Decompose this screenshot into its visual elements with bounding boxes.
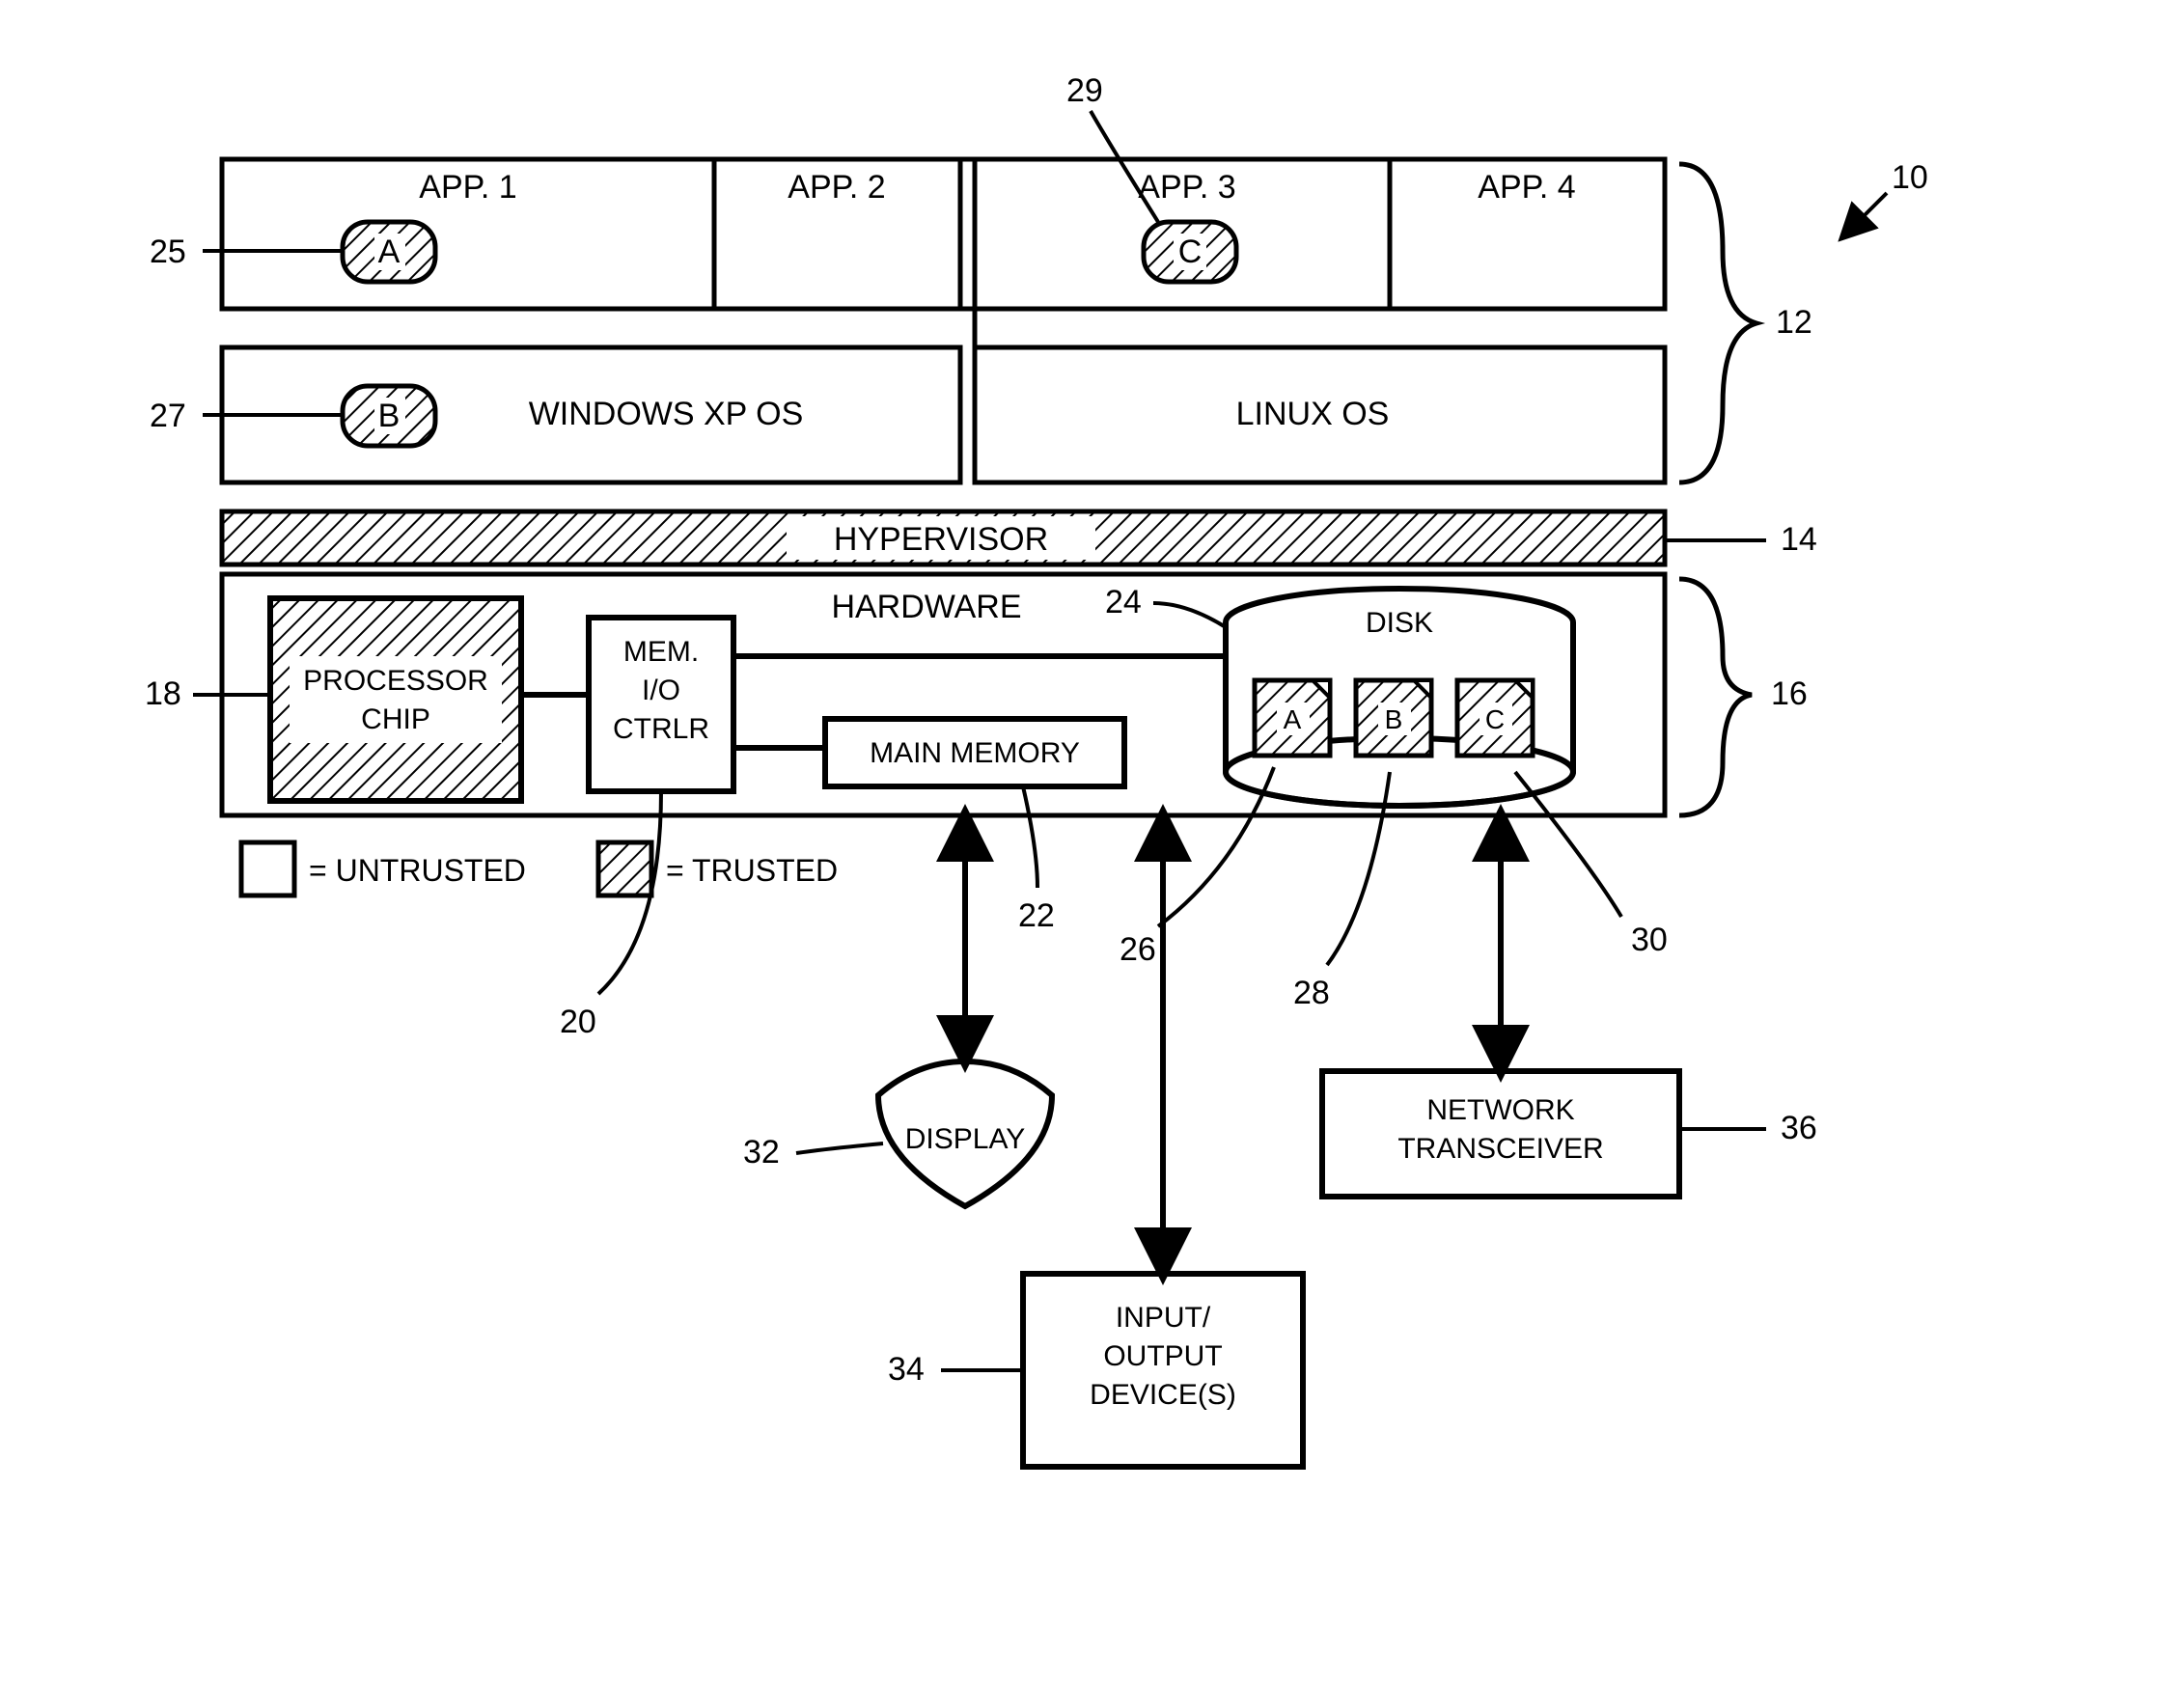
svg-text:25: 25 [150,234,186,270]
svg-text:OUTPUT: OUTPUT [1103,1340,1222,1372]
pill-a: A [343,222,435,282]
svg-text:32: 32 [743,1134,780,1171]
app1-label: APP. 1 [419,169,516,206]
svg-text:12: 12 [1776,304,1812,341]
svg-text:C: C [1178,234,1203,270]
app3-label: APP. 3 [1138,169,1235,206]
app2-label: APP. 2 [788,169,885,206]
legend-trusted-swatch [598,842,651,895]
svg-text:CHIP: CHIP [361,703,430,735]
svg-text:29: 29 [1066,72,1103,109]
svg-text:C: C [1485,704,1505,734]
svg-text:34: 34 [888,1351,925,1388]
svg-text:HYPERVISOR: HYPERVISOR [834,521,1048,558]
architecture-diagram: APP. 1 A APP. 2 APP. 3 C APP. 4 WINDOWS … [0,0,2157,1708]
svg-text:CTRLR: CTRLR [613,713,709,745]
hypervisor-box: HYPERVISOR [222,511,1665,565]
svg-text:27: 27 [150,398,186,434]
svg-text:20: 20 [560,1004,596,1040]
svg-text:B: B [378,398,401,434]
disk-file-b: B [1356,680,1431,756]
hardware-label: HARDWARE [831,589,1021,625]
legend-untrusted-swatch [241,842,294,895]
pill-b: B [343,386,435,446]
svg-text:INPUT/: INPUT/ [1116,1302,1211,1334]
network-block: NETWORK TRANSCEIVER [1322,1071,1679,1197]
app4-label: APP. 4 [1478,169,1575,206]
legend-untrusted-label: = UNTRUSTED [309,853,526,888]
svg-text:14: 14 [1781,521,1817,558]
svg-text:36: 36 [1781,1110,1817,1146]
pill-c: C [1144,222,1236,282]
svg-text:TRANSCEIVER: TRANSCEIVER [1397,1133,1603,1165]
svg-text:MEM.: MEM. [623,636,699,668]
svg-text:24: 24 [1105,584,1142,620]
legend: = UNTRUSTED = TRUSTED [241,842,838,895]
svg-text:16: 16 [1771,675,1808,712]
svg-text:NETWORK: NETWORK [1426,1094,1574,1126]
svg-text:DEVICE(S): DEVICE(S) [1090,1379,1236,1411]
svg-text:18: 18 [145,675,181,712]
svg-text:30: 30 [1631,922,1668,958]
svg-text:MAIN MEMORY: MAIN MEMORY [870,737,1080,769]
disk-file-a: A [1255,680,1330,756]
svg-text:22: 22 [1018,897,1055,934]
svg-text:26: 26 [1120,931,1156,968]
linux-label: LINUX OS [1236,396,1390,432]
svg-text:A: A [1284,704,1302,734]
svg-text:10: 10 [1892,159,1928,196]
winxp-label: WINDOWS XP OS [529,396,804,432]
svg-text:B: B [1385,704,1403,734]
legend-trusted-label: = TRUSTED [666,853,838,888]
io-block: INPUT/ OUTPUT DEVICE(S) [1023,1274,1303,1467]
svg-text:DISK: DISK [1366,607,1433,639]
svg-text:28: 28 [1293,975,1330,1011]
disk-file-c: C [1457,680,1533,756]
disk: DISK A B C [1226,589,1573,806]
stack-container: APP. 1 A APP. 2 APP. 3 C APP. 4 WINDOWS … [222,159,1665,815]
display-block: DISPLAY [878,1061,1052,1206]
svg-text:DISPLAY: DISPLAY [905,1123,1026,1155]
svg-text:I/O: I/O [642,675,680,706]
svg-text:A: A [378,234,401,270]
processor-chip: PROCESSOR CHIP [270,598,521,801]
svg-text:PROCESSOR: PROCESSOR [303,665,488,697]
